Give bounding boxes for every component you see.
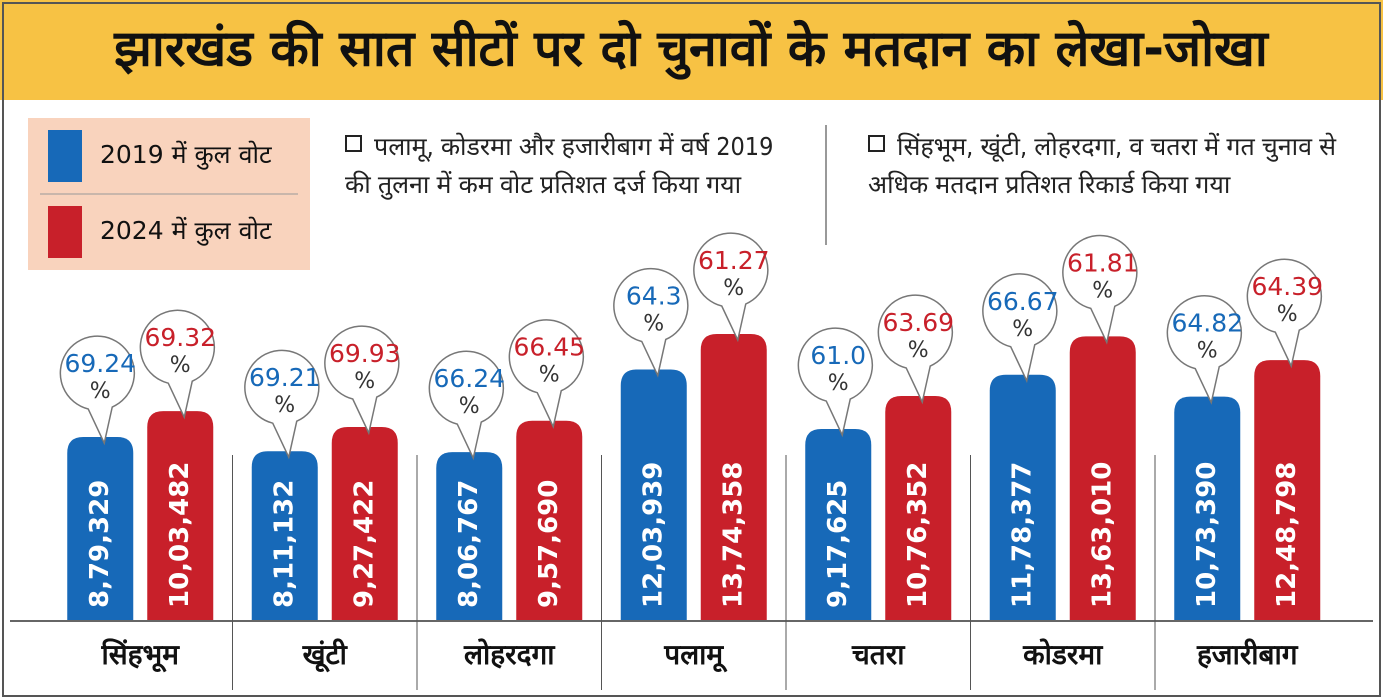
percent-unit: % [90, 379, 111, 404]
bar [620, 369, 687, 620]
percent-unit: % [1277, 302, 1298, 327]
value-label: 10,03,482 [165, 462, 195, 608]
bar [67, 437, 134, 620]
bar [147, 411, 214, 620]
legend-label: 2019 में कुल वोट [100, 140, 272, 170]
percent-label: 61.81 [1067, 248, 1139, 277]
value-label: 8,79,329 [85, 480, 115, 608]
value-label: 8,11,132 [269, 480, 299, 608]
percent-label: 69.21 [249, 363, 321, 392]
percent-label: 66.67 [987, 287, 1059, 316]
title-band [0, 0, 1383, 100]
bar [436, 452, 503, 620]
percent-label: 69.93 [329, 339, 401, 368]
bar [805, 429, 872, 620]
value-label: 13,63,010 [1087, 462, 1117, 608]
bubble [1062, 234, 1138, 345]
value-label: 9,17,625 [823, 480, 853, 608]
bar [1174, 396, 1241, 620]
bar [700, 334, 767, 620]
percent-unit: % [643, 311, 664, 336]
x-tick-label: चतरा [851, 638, 906, 671]
percent-unit: % [170, 353, 191, 378]
value-label: 10,73,390 [1192, 462, 1222, 608]
percent-label: 66.45 [513, 333, 585, 362]
value-label: 12,03,939 [638, 462, 668, 608]
x-tick-label: हजारीबाग [1196, 638, 1299, 671]
bubble [324, 325, 400, 436]
bubble [244, 349, 320, 460]
bar [989, 374, 1056, 620]
percent-label: 63.69 [882, 308, 954, 337]
value-label: 9,27,422 [349, 480, 379, 608]
x-tick-label: कोडरमा [1022, 638, 1104, 671]
legend-swatch [48, 130, 82, 182]
bar [331, 427, 398, 620]
percent-unit: % [354, 369, 375, 394]
x-tick-label: पलामू [663, 638, 728, 673]
percent-label: 61.27 [698, 246, 770, 275]
percent-unit: % [1012, 317, 1033, 342]
legend-label: 2024 में कुल वोट [100, 216, 272, 246]
percent-unit: % [539, 363, 560, 388]
percent-unit: % [723, 276, 744, 301]
bubble [693, 232, 769, 343]
percent-label: 69.24 [64, 349, 136, 378]
value-label: 13,74,358 [718, 462, 748, 608]
bubble [1246, 258, 1323, 369]
percent-unit: % [274, 393, 295, 418]
bubble [508, 319, 585, 430]
bar [885, 396, 952, 620]
percent-label: 61.0 [810, 341, 866, 370]
note-text: सिंहभूम, खूंटी, लोहरदगा, व चतरा में गत च… [868, 132, 1337, 199]
x-tick-label: लोहरदगा [463, 638, 556, 671]
percent-unit: % [1092, 278, 1113, 303]
bubble [613, 267, 689, 378]
note-text: पलामू, कोडरमा और हजारीबाग में वर्ष 2019 … [345, 132, 774, 199]
chart-title: झारखंड की सात सीटों पर दो चुनावों के मतद… [113, 20, 1270, 81]
value-label: 8,06,767 [454, 480, 484, 608]
percent-label: 64.3 [626, 281, 682, 310]
bar [516, 420, 583, 620]
bubble [139, 309, 216, 420]
value-label: 12,48,798 [1272, 462, 1302, 608]
percent-label: 66.24 [433, 364, 505, 393]
percent-label: 69.32 [144, 323, 216, 352]
percent-unit: % [828, 371, 849, 396]
percent-label: 64.39 [1251, 272, 1323, 301]
bubble [59, 335, 136, 446]
bar [1254, 360, 1321, 620]
x-tick-label: सिंहभूम [101, 638, 181, 673]
percent-unit: % [1197, 339, 1218, 364]
bubble [1166, 295, 1243, 405]
x-tick-label: खूंटी [302, 638, 349, 673]
note: पलामू, कोडरमा और हजारीबाग में वर्ष 2019 … [345, 128, 795, 204]
bubble [877, 294, 954, 405]
percent-unit: % [908, 338, 929, 363]
bubble [428, 350, 505, 461]
bubble [982, 273, 1058, 384]
value-label: 11,78,377 [1007, 462, 1037, 608]
note: सिंहभूम, खूंटी, लोहरदगा, व चतरा में गत च… [868, 128, 1348, 204]
percent-unit: % [459, 394, 480, 419]
percent-label: 64.82 [1171, 309, 1243, 338]
value-label: 10,76,352 [903, 462, 933, 608]
value-label: 9,57,690 [534, 480, 564, 608]
bar [251, 451, 318, 620]
legend-swatch [48, 206, 82, 258]
bubble [797, 327, 874, 438]
bar [1069, 336, 1136, 620]
